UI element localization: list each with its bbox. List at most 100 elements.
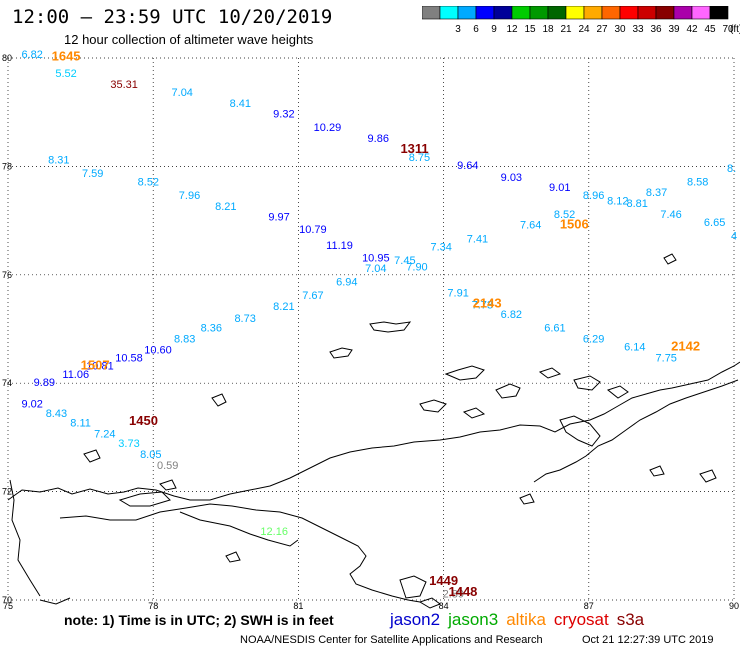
wave-height-label: 10.58 (115, 353, 143, 365)
island (225, 551, 241, 563)
wave-height-label: 7.24 (94, 428, 115, 440)
wave-height-label: 9.01 (549, 182, 570, 194)
wave-height-label: 6.82 (501, 309, 522, 321)
island (462, 407, 486, 419)
island (419, 399, 447, 413)
pass-time-label: 1311 (400, 141, 428, 156)
wave-height-label: 8.21 (273, 301, 294, 313)
coastline-segment (9, 479, 41, 597)
lat-tick-label: 78 (2, 161, 12, 171)
lon-tick-label: 90 (729, 601, 739, 611)
wave-height-label: 11.19 (326, 240, 353, 252)
wave-height-label: 5.52 (55, 68, 76, 80)
credit-text: NOAA/NESDIS Center for Satellite Applica… (240, 634, 543, 646)
legend-jason2: jason2 (390, 610, 441, 629)
wave-height-label: 8.21 (215, 201, 236, 213)
wave-height-label: 2.89 (443, 588, 464, 600)
wave-height-label: 10.81 (86, 361, 114, 373)
colorbar-tick-label: 39 (668, 24, 680, 35)
wave-height-label: 3.73 (118, 438, 139, 450)
wave-height-label: 7.34 (430, 241, 451, 253)
coastline-segment (533, 379, 739, 483)
colorbar-tick-label: 45 (704, 24, 716, 35)
colorbar-tick-label: 18 (542, 24, 554, 35)
wave-height-label: 11.06 (62, 369, 89, 381)
island (573, 375, 601, 391)
wave-height-label: 6.14 (624, 342, 645, 354)
wave-height-label: 7.91 (447, 287, 468, 299)
page-title: 12:00 – 23:59 UTC 10/20/2019 (12, 6, 333, 28)
colorbar-tick-label: 12 (506, 24, 518, 35)
wave-height-label: 8.41 (230, 98, 251, 110)
satellite-legend: jason2 jason3 altika cryosat s3a (390, 610, 652, 630)
wave-height-label: 7.46 (660, 209, 681, 221)
wave-height-label: 7.45 (394, 255, 415, 267)
island (399, 575, 427, 599)
wave-height-label: 7.90 (406, 261, 427, 273)
island (369, 321, 412, 333)
mainland-coastline (7, 361, 740, 501)
colorbar-tick-label: 15 (524, 24, 536, 35)
colorbar-tick-label: 6 (473, 24, 479, 35)
colorbar-tick-label: 42 (686, 24, 698, 35)
lon-tick-label: 81 (293, 601, 303, 611)
wave-height-label: 7.41 (467, 233, 488, 245)
wave-height-label: 8.12 (607, 195, 628, 207)
island (444, 365, 485, 381)
wave-height-label: 6.65 (704, 217, 725, 229)
island (649, 465, 665, 477)
colorbar-swatch (709, 6, 729, 20)
colorbar-tick-label: 9 (491, 24, 497, 35)
wave-height-label: 8.05 (140, 449, 161, 461)
island (418, 597, 442, 609)
wave-height-label: 35.31 (110, 79, 138, 91)
colorbar-tick-label: 3 (455, 24, 461, 35)
wave-height-label: 8.36 (201, 323, 222, 335)
note-text: note: 1) Time is in UTC; 2) SWH is in fe… (64, 612, 334, 628)
wave-height-labels: 6.82 5.52 35.31 7.04 8.41 9.32 10.29 9.86 8.75 9.… (21, 49, 737, 601)
lat-tick-label: 70 (2, 595, 12, 605)
colorbar-tick-label: 21 (560, 24, 572, 35)
wave-height-label: 8.37 (646, 187, 667, 199)
colorbar-tick-label: 33 (632, 24, 644, 35)
island (538, 367, 562, 379)
wave-height-label: 7.73 (472, 299, 493, 311)
wave-height-label: 6.29 (583, 334, 604, 346)
colorbar-tick-label: 30 (614, 24, 626, 35)
subtitle: 12 hour collection of altimeter wave hei… (64, 32, 314, 47)
wave-height-label: 10.60 (144, 344, 172, 356)
wave-height-label: 10.79 (299, 224, 327, 236)
colorbar-tick-label: 24 (578, 24, 590, 35)
coastline-segment (39, 597, 71, 605)
map-axes: 75 78 81 84 87 90 80 78 76 74 72 70 (2, 53, 739, 611)
wave-height-label: 4 (731, 231, 737, 243)
pass-time-label: 2142 (671, 339, 700, 354)
graticule (7, 57, 735, 601)
colorbar-tick-label: 70 (722, 24, 734, 35)
island (329, 347, 353, 359)
wave-height-label: 9.03 (501, 172, 522, 184)
wave-height-label: 8.96 (583, 190, 604, 202)
legend-jason3: jason3 (448, 610, 499, 629)
wave-height-label: 10.29 (314, 122, 342, 134)
wave-height-label: 9.89 (34, 377, 55, 389)
wave-height-label: 8.81 (626, 198, 647, 210)
wave-height-label: 8.31 (48, 155, 69, 167)
lat-tick-label: 80 (2, 53, 12, 63)
wave-height-label: 9.02 (21, 399, 42, 411)
coastline-segment (118, 491, 171, 507)
pass-time-label: 1449 (429, 573, 458, 588)
wave-height-label: 6.61 (544, 323, 565, 335)
island (519, 493, 535, 505)
island (663, 253, 677, 265)
lat-tick-label: 74 (2, 378, 12, 388)
wave-height-label: 7.67 (302, 290, 323, 302)
island (211, 393, 227, 407)
island (559, 415, 601, 447)
wave-height-label: 8.83 (174, 334, 195, 346)
wave-height-label: 7.96 (179, 190, 200, 202)
wave-height-label: 7.04 (365, 263, 386, 275)
